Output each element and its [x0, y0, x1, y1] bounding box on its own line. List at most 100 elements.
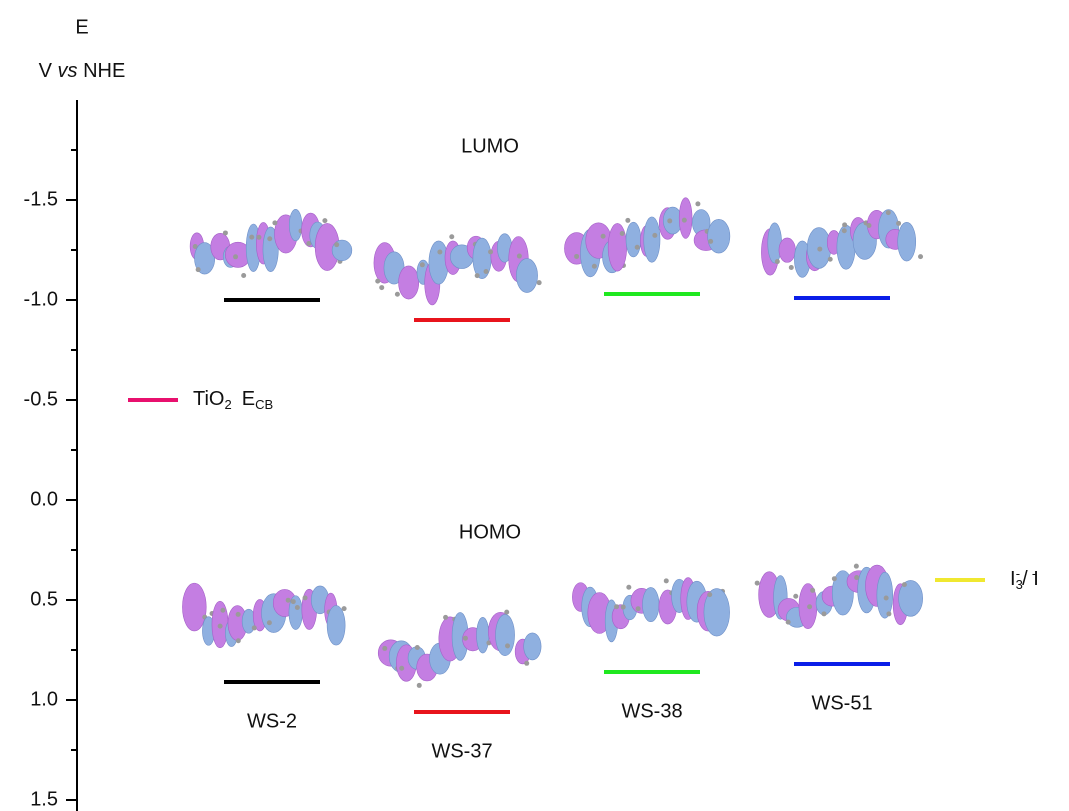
orbital-lobe: [182, 583, 206, 631]
orbital-lobe: [608, 223, 627, 271]
reference-label-part: -: [1032, 566, 1036, 581]
y-tick-label: 1.0: [30, 688, 58, 710]
orbital-lobe: [327, 605, 345, 645]
atom: [504, 610, 509, 615]
atom: [517, 254, 522, 259]
atom: [303, 595, 308, 600]
atom: [884, 595, 889, 600]
atom: [832, 576, 837, 581]
y-tick-label: -1.0: [24, 288, 58, 310]
reference-label-part: 2: [224, 397, 231, 412]
atom: [918, 254, 923, 259]
atom: [286, 598, 291, 603]
orbital-lobe: [877, 572, 893, 618]
atom: [342, 606, 347, 611]
atom: [475, 273, 480, 278]
atom: [842, 228, 847, 233]
atom: [866, 223, 871, 228]
orbital-lobe: [644, 217, 660, 262]
atom: [667, 218, 672, 223]
atom: [233, 254, 238, 259]
atom: [417, 683, 422, 688]
atom: [807, 604, 812, 609]
atom: [236, 612, 241, 617]
reference-label: I3-/ I-: [1010, 566, 1039, 592]
atom: [488, 249, 493, 254]
atom: [854, 564, 859, 569]
atom: [707, 592, 712, 597]
orbital-lobe: [477, 617, 489, 653]
series-label: LUMO: [461, 135, 519, 157]
atom: [695, 201, 700, 206]
molecule-label: WS-37: [431, 740, 492, 762]
y-tick-label: -0.5: [24, 388, 58, 410]
orbital-lobe: [524, 633, 541, 660]
atom: [420, 262, 425, 267]
orbital-lobe: [779, 238, 795, 262]
orbital-lobe: [473, 238, 491, 279]
orbital-lobe: [516, 259, 537, 293]
y-label-part: NHE: [83, 60, 125, 82]
atom: [537, 280, 542, 285]
orbital-lobe: [289, 209, 302, 241]
atom: [896, 221, 901, 226]
y-tick-label: 1.5: [30, 788, 58, 810]
atom: [793, 594, 798, 599]
orbital-lobe: [642, 587, 659, 621]
atom: [484, 269, 489, 274]
atom: [842, 222, 847, 227]
atom: [415, 645, 420, 650]
molecule-label: WS-51: [811, 692, 872, 714]
series-label: HOMO: [459, 521, 521, 543]
reference-label-part: E: [242, 388, 255, 410]
atom: [399, 666, 404, 671]
atom: [267, 236, 272, 241]
atom: [620, 231, 625, 236]
atom: [322, 218, 327, 223]
atom: [252, 625, 257, 630]
atom: [755, 581, 760, 586]
molecule-orbitals: [182, 198, 923, 688]
atom: [652, 233, 657, 238]
reference-label-part: CB: [255, 397, 273, 412]
atom: [334, 242, 339, 247]
orbital-lobe: [898, 222, 916, 261]
atom: [789, 265, 794, 270]
atom: [574, 254, 579, 259]
atom: [272, 220, 277, 225]
atom: [902, 582, 907, 587]
atom: [218, 624, 223, 629]
y-label: E: [75, 16, 88, 38]
atom: [708, 239, 713, 244]
atom: [775, 259, 780, 264]
atom: [463, 636, 468, 641]
atom: [635, 245, 640, 250]
y-label-part: vs: [58, 60, 78, 82]
reference-label-part: TiO: [193, 388, 224, 410]
atom: [443, 615, 448, 620]
atom: [375, 279, 380, 284]
orbital-lobe: [679, 198, 692, 239]
atom: [682, 218, 687, 223]
atom: [625, 218, 630, 223]
reference-label-part: / I: [1022, 568, 1039, 590]
atom: [223, 230, 228, 235]
y-label-part: V: [39, 60, 53, 82]
atom: [291, 599, 296, 604]
y-tick-label: -1.5: [24, 188, 58, 210]
atom: [886, 210, 891, 215]
molecule-label: WS-2: [247, 710, 297, 732]
atom: [236, 638, 241, 643]
atom: [592, 264, 597, 269]
atom: [295, 605, 300, 610]
atom: [886, 611, 891, 616]
atom: [267, 620, 272, 625]
orbital-lobe: [496, 614, 515, 655]
atom: [664, 578, 669, 583]
atom: [437, 249, 442, 254]
orbital-lobe: [768, 223, 782, 263]
atom: [828, 257, 833, 262]
atom: [241, 273, 246, 278]
y-tick-label: 0.5: [30, 588, 58, 610]
